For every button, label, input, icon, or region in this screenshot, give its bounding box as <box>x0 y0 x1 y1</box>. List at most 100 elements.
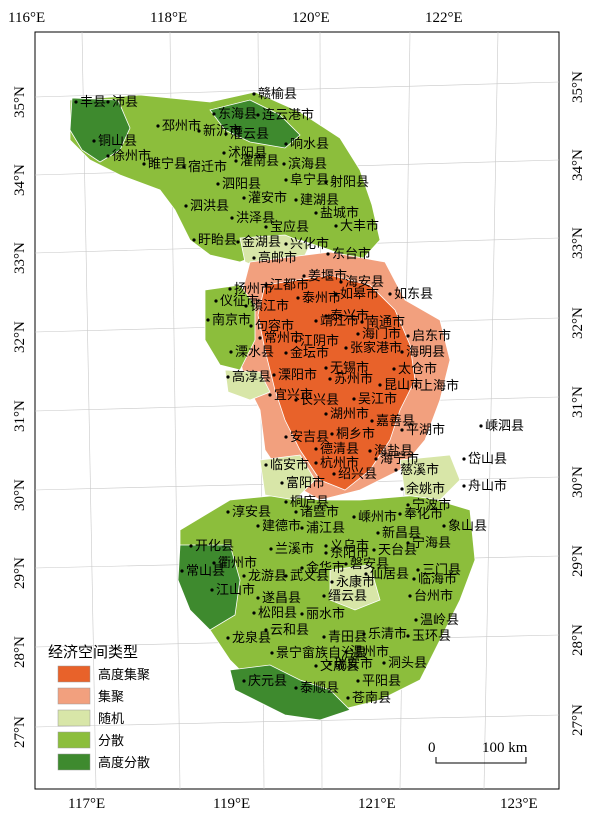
place-dot <box>256 596 260 600</box>
region-high-agglomeration <box>257 274 416 491</box>
right-lat-29: 29°N <box>570 545 586 577</box>
place-label: 临安市 <box>270 457 309 473</box>
place-label: 扬州市 <box>234 281 273 297</box>
legend-label-4: 高度分散 <box>98 755 150 771</box>
place-label: 缙云县 <box>328 589 367 604</box>
place-label: 沛县 <box>112 95 138 110</box>
place-label: 云和县 <box>270 623 309 638</box>
place-dot <box>228 287 232 291</box>
place-label: 江阴市 <box>300 333 339 349</box>
place-label: 富阳市 <box>286 475 325 491</box>
place-dot <box>294 510 298 514</box>
place-dot <box>314 447 318 451</box>
place-label: 玉环县 <box>412 629 451 644</box>
right-lat-labels: 35°N 34°N 33°N 32°N 31°N 30°N 29°N 28°N … <box>570 71 586 736</box>
place-dot <box>332 472 336 476</box>
place-dot <box>328 377 332 381</box>
place-dot <box>462 457 466 461</box>
left-lat-34: 34°N <box>12 164 28 196</box>
place-dot <box>284 142 288 146</box>
place-label: 无锡市 <box>330 360 369 376</box>
left-lat-33: 33°N <box>12 242 28 274</box>
place-label: 磐安县 <box>350 557 389 572</box>
place-label: 金华市 <box>306 560 345 576</box>
place-dot <box>184 204 188 208</box>
place-label: 德清县 <box>320 442 359 457</box>
place-label: 嵊泗县 <box>485 419 524 434</box>
place-dot <box>106 154 110 158</box>
legend-label-3: 分散 <box>98 734 124 749</box>
place-label: 泗阳县 <box>222 177 261 192</box>
place-label: 海宁市 <box>380 451 419 467</box>
place-dot <box>322 594 326 598</box>
place-label: 灌云县 <box>230 127 269 142</box>
place-label: 海安县 <box>345 275 384 290</box>
place-dot <box>92 139 96 143</box>
region-random-east <box>399 454 461 501</box>
place-label: 洞头县 <box>388 656 427 671</box>
place-dot <box>302 274 306 278</box>
place-dot <box>300 526 304 530</box>
place-label: 赣榆县 <box>258 87 297 102</box>
place-label: 泰州市 <box>302 290 341 306</box>
place-label: 永康市 <box>336 574 375 590</box>
place-label: 溧水县 <box>235 345 274 360</box>
region-random-south <box>329 564 381 611</box>
place-label: 安吉县 <box>290 430 329 445</box>
place-dot <box>324 544 328 548</box>
place-label: 盱眙县 <box>198 233 237 248</box>
right-lat-30: 30°N <box>570 466 586 498</box>
place-label: 宜兴市 <box>274 387 313 403</box>
place-dot <box>272 373 276 377</box>
legend-title: 经济空间类型 <box>48 643 138 661</box>
place-label: 建德市 <box>262 518 301 534</box>
place-dot <box>216 182 220 186</box>
place-dot <box>294 398 298 402</box>
place-dot <box>360 320 364 324</box>
region-north-dispersed <box>69 91 381 263</box>
place-label: 桐庐县 <box>290 495 329 510</box>
place-label: 上海市 <box>420 378 459 394</box>
place-dot <box>284 574 288 578</box>
place-label: 杭州市 <box>320 455 359 471</box>
place-label: 连云港市 <box>262 107 314 123</box>
place-dot <box>314 461 318 465</box>
place-dot <box>400 428 404 432</box>
place-label: 昆山市 <box>384 377 423 393</box>
place-dot <box>252 256 256 260</box>
regions <box>69 91 476 721</box>
scale-bar: 0 100 km <box>428 740 528 764</box>
place-dot <box>226 375 230 379</box>
place-dot <box>300 566 304 570</box>
place-label: 仪征市 <box>220 293 259 309</box>
place-dot <box>296 296 300 300</box>
place-dot <box>328 662 332 666</box>
place-label: 平湖市 <box>406 422 445 438</box>
place-dot <box>294 686 298 690</box>
place-label: 武义县 <box>290 569 329 584</box>
region-quzhou-high-dispersed <box>177 544 241 631</box>
place-dot <box>479 424 483 428</box>
place-dot <box>212 112 216 116</box>
place-dot <box>362 632 366 636</box>
region-random-west <box>259 454 316 501</box>
place-dot <box>74 100 78 104</box>
place-label: 青田县 <box>328 630 367 645</box>
place-dot <box>214 299 218 303</box>
place-dot <box>249 324 253 328</box>
right-lat-27: 27°N <box>570 704 586 736</box>
place-dot <box>400 487 404 491</box>
place-dot <box>314 664 318 668</box>
place-label: 海明县 <box>406 345 445 360</box>
place-label: 常州市 <box>264 330 303 346</box>
place-dot <box>314 319 318 323</box>
place-label: 丽水市 <box>306 606 345 622</box>
place-label: 宁波市 <box>412 497 451 513</box>
place-label: 岱山县 <box>468 452 507 467</box>
legend-swatch-0 <box>57 665 91 683</box>
place-label: 东海县 <box>218 107 257 122</box>
place-dot <box>334 224 338 228</box>
place-dot <box>282 162 286 166</box>
place-dot <box>364 572 368 576</box>
